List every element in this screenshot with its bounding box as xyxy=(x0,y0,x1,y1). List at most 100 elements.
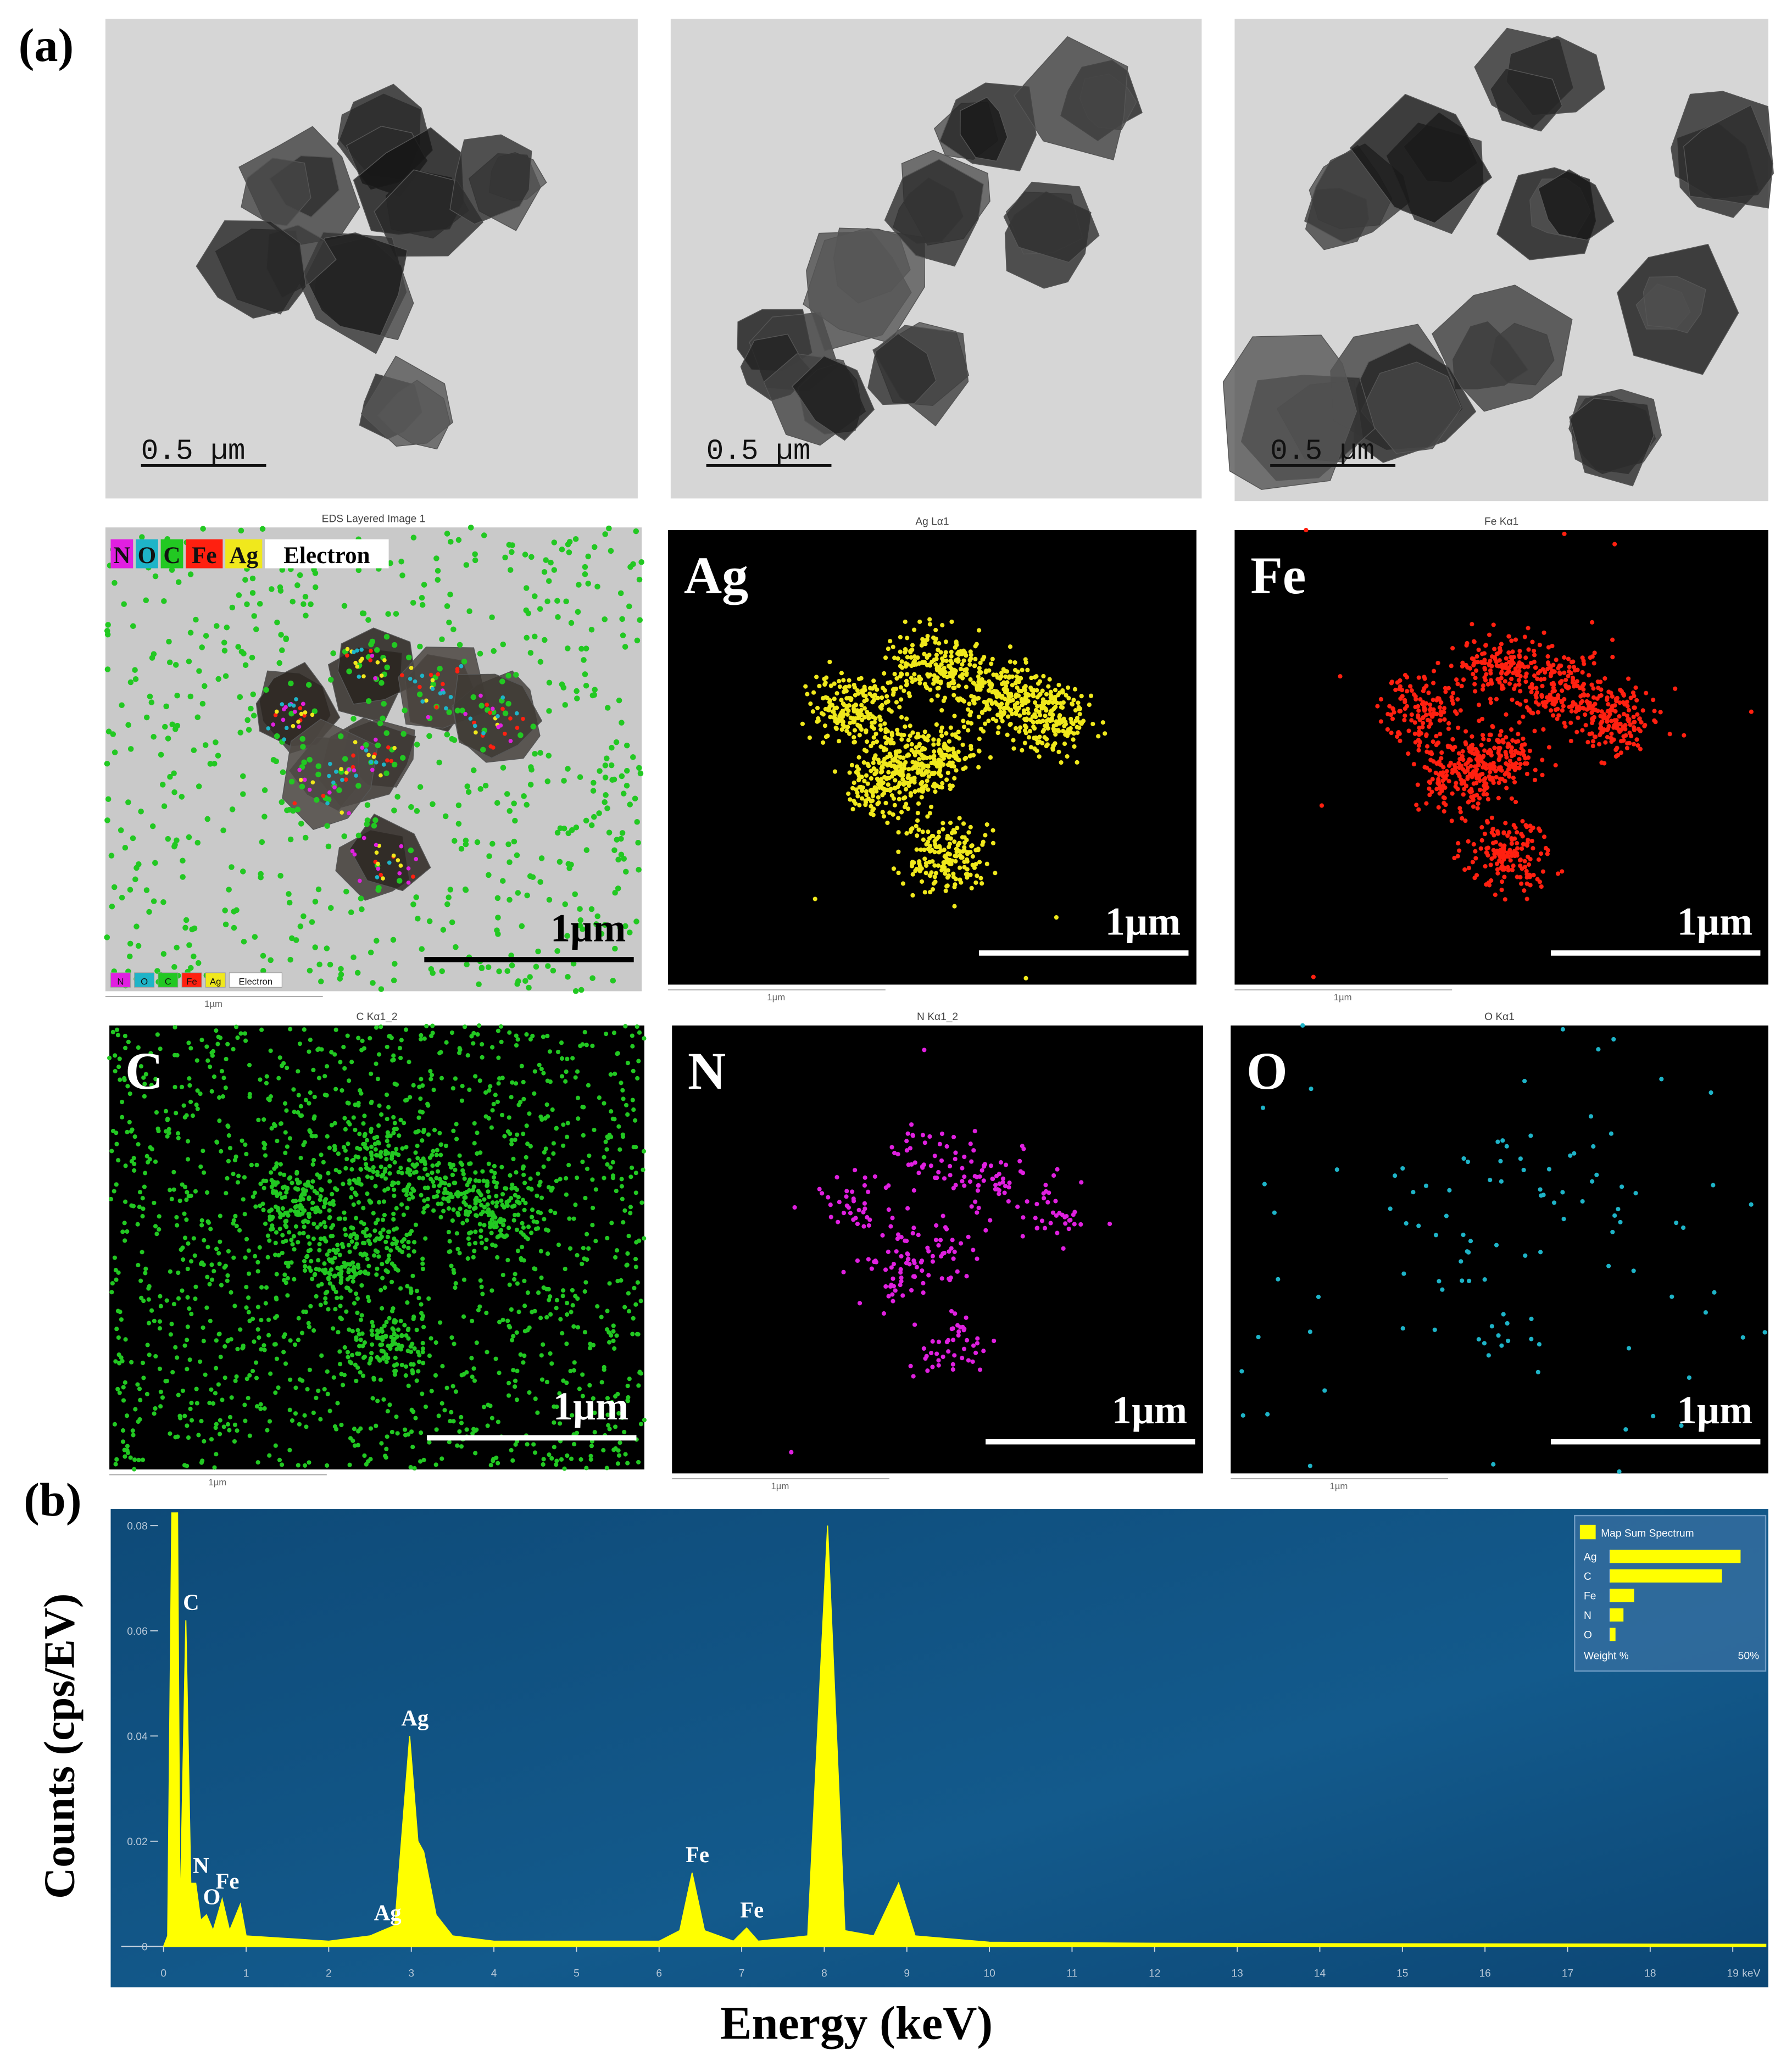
signal-dot xyxy=(964,857,970,862)
signal-dot xyxy=(1515,875,1520,879)
signal-dot xyxy=(478,1278,483,1283)
signal-dot xyxy=(246,1295,251,1300)
signal-dot xyxy=(336,1330,341,1335)
signal-dot xyxy=(1469,787,1474,792)
signal-dot xyxy=(242,662,249,669)
signal-dot xyxy=(341,1244,346,1250)
signal-dot xyxy=(500,706,505,711)
signal-dot xyxy=(926,829,931,834)
signal-dot xyxy=(171,789,177,795)
signal-dot xyxy=(451,838,458,844)
signal-dot xyxy=(319,1282,324,1286)
signal-dot xyxy=(447,1183,452,1188)
signal-dot xyxy=(175,1223,180,1228)
signal-dot xyxy=(250,691,257,698)
signal-dot xyxy=(1403,672,1408,678)
signal-dot xyxy=(317,1247,322,1253)
signal-dot xyxy=(344,1156,349,1162)
signal-dot xyxy=(920,779,925,785)
signal-dot xyxy=(157,1366,163,1371)
signal-dot xyxy=(891,740,896,745)
signal-dot xyxy=(292,1342,298,1347)
signal-dot xyxy=(1562,697,1567,702)
signal-dot xyxy=(236,592,242,598)
signal-dot xyxy=(463,711,468,716)
signal-dot xyxy=(1585,693,1590,698)
signal-dot xyxy=(473,1170,478,1175)
signal-dot xyxy=(475,1151,480,1156)
signal-dot xyxy=(1564,684,1569,689)
signal-dot xyxy=(574,688,580,694)
signal-dot xyxy=(494,927,500,933)
signal-dot xyxy=(343,888,349,895)
signal-dot xyxy=(343,1166,348,1171)
signal-dot xyxy=(1491,848,1496,853)
signal-dot xyxy=(370,980,376,986)
signal-dot xyxy=(113,1068,118,1074)
particle xyxy=(1643,276,1706,333)
signal-dot xyxy=(578,987,585,993)
signal-dot xyxy=(513,1193,517,1197)
signal-dot xyxy=(354,1291,359,1296)
signal-dot xyxy=(885,729,890,734)
signal-dot xyxy=(533,963,539,970)
signal-dot xyxy=(477,1222,482,1227)
signal-dot xyxy=(299,711,304,716)
signal-dot xyxy=(227,1146,233,1151)
signal-dot xyxy=(914,749,919,754)
signal-dot xyxy=(1446,721,1451,726)
signal-dot xyxy=(1631,714,1636,720)
signal-dot xyxy=(473,1240,478,1246)
signal-dot xyxy=(311,708,318,715)
signal-dot xyxy=(1538,828,1543,833)
signal-dot xyxy=(1522,888,1527,893)
signal-dot xyxy=(388,1133,393,1138)
signal-dot xyxy=(1470,656,1474,661)
signal-dot xyxy=(1496,750,1501,755)
signal-dot xyxy=(895,727,900,732)
signal-dot xyxy=(237,694,243,700)
signal-dot xyxy=(990,689,995,695)
signal-dot xyxy=(860,688,865,693)
signal-dot xyxy=(383,770,389,777)
signal-dot xyxy=(471,1206,477,1211)
element-label: Fe xyxy=(1250,547,1306,605)
signal-dot xyxy=(847,770,852,775)
signal-dot xyxy=(924,769,929,774)
signal-dot xyxy=(165,736,171,742)
signal-dot xyxy=(897,797,901,801)
signal-dot xyxy=(368,1036,372,1041)
signal-dot xyxy=(1059,760,1064,765)
signal-dot xyxy=(444,706,448,711)
signal-dot xyxy=(900,769,905,774)
signal-dot xyxy=(895,731,900,737)
signal-dot xyxy=(229,806,236,812)
signal-dot xyxy=(864,749,869,754)
signal-dot xyxy=(1424,683,1429,688)
signal-dot xyxy=(180,1288,185,1293)
signal-dot xyxy=(472,557,478,564)
signal-dot xyxy=(1590,721,1595,726)
signal-dot xyxy=(128,1455,133,1460)
signal-dot xyxy=(410,1445,415,1450)
signal-dot xyxy=(1502,778,1507,783)
signal-dot xyxy=(373,938,380,944)
signal-dot xyxy=(582,671,588,677)
signal-dot xyxy=(175,579,182,585)
signal-dot xyxy=(147,1352,152,1357)
signal-dot xyxy=(887,810,892,815)
signal-dot xyxy=(282,1195,287,1200)
signal-dot xyxy=(522,1304,527,1308)
signal-dot xyxy=(1413,740,1418,745)
signal-dot xyxy=(147,1157,152,1162)
signal-dot xyxy=(361,1206,366,1211)
signal-dot xyxy=(293,937,299,943)
mini-legend-chip xyxy=(110,972,131,988)
signal-dot xyxy=(919,795,924,800)
signal-dot xyxy=(385,1139,389,1144)
signal-dot xyxy=(565,1134,570,1139)
signal-dot xyxy=(1543,845,1549,851)
signal-dot xyxy=(912,672,917,677)
signal-dot xyxy=(517,732,524,738)
signal-dot xyxy=(123,1238,127,1243)
